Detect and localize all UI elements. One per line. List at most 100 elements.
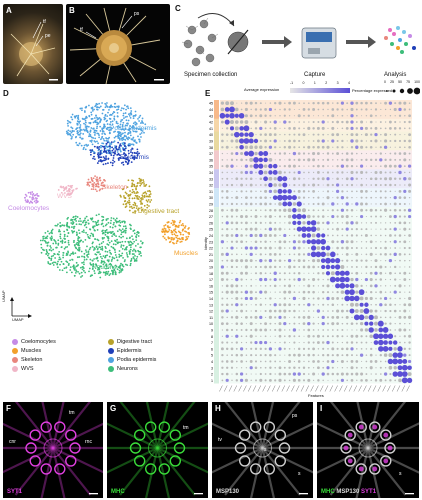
expression-dot: [281, 194, 288, 201]
cluster-tick-label: 5: [211, 354, 213, 358]
expression-dot: [220, 240, 225, 244]
dot-plot: 4544434241403938373635343332313029282726…: [209, 100, 413, 392]
spine: [52, 402, 92, 449]
expression-dot: [359, 353, 364, 357]
umap-label-coelomocytes: Coelomocytes: [8, 205, 50, 212]
expression-dot: [332, 102, 334, 104]
expression-dot: [345, 120, 349, 124]
expression-dot: [332, 165, 334, 167]
expression-dot: [321, 372, 325, 376]
expression-dot: [303, 341, 305, 344]
expression-dot: [240, 353, 243, 357]
expression-dot: [225, 227, 229, 231]
umap-point: [47, 252, 50, 255]
expression-dot: [331, 310, 334, 312]
umap-point: [92, 121, 95, 124]
tube-foot: [129, 442, 142, 454]
tube-foot: [169, 429, 181, 441]
expression-dot: [355, 354, 358, 356]
expression-dot: [408, 334, 412, 338]
umap-point: [75, 223, 78, 226]
expression-dot: [322, 158, 325, 161]
expression-dot: [370, 203, 372, 205]
umap-point: [131, 250, 134, 252]
expression-dot: [238, 138, 245, 144]
umap-point: [135, 187, 137, 190]
umap-point: [93, 152, 96, 155]
umap-point: [88, 181, 91, 184]
cluster-tick-label: 37: [209, 152, 213, 156]
umap-point: [118, 154, 121, 157]
expression-dot: [298, 133, 301, 136]
umap-point: [110, 152, 113, 154]
expression-dot: [312, 290, 315, 294]
expression-dot: [317, 322, 320, 325]
expression-dot: [326, 366, 330, 370]
expression-dot: [221, 303, 224, 306]
umap-point: [53, 239, 55, 241]
expression-dot: [380, 228, 382, 230]
umap-point: [127, 162, 130, 164]
expression-dot: [393, 347, 397, 351]
cluster-band: [220, 131, 412, 151]
expression-dot: [408, 222, 411, 224]
expression-dot: [243, 125, 250, 132]
legend-swatch: [108, 348, 114, 354]
umap-point: [105, 104, 108, 106]
expression-dot: [241, 165, 243, 167]
expression-dot: [230, 158, 234, 162]
umap-point: [135, 258, 138, 260]
expression-dot: [350, 152, 354, 155]
pct-tick: 75: [406, 80, 410, 84]
expression-dot: [274, 146, 277, 149]
expression-dot: [327, 329, 329, 331]
umap-point: [81, 261, 84, 264]
expression-dot: [388, 346, 393, 351]
expression-dot: [408, 246, 411, 250]
umap-point: [77, 243, 80, 246]
umap-point: [108, 108, 110, 111]
expression-dot: [408, 266, 411, 268]
umap-point: [139, 182, 141, 184]
expression-dot: [298, 127, 301, 130]
expression-dot: [269, 127, 272, 130]
expression-dot: [315, 251, 322, 258]
expression-dot: [258, 163, 264, 169]
expression-dot: [350, 101, 354, 105]
expression-dot: [302, 146, 306, 149]
expression-dot: [379, 196, 382, 199]
feature-tick: [257, 385, 262, 392]
expression-dot: [360, 372, 364, 376]
umap-point: [88, 184, 91, 187]
expression-dot: [408, 329, 411, 331]
umap-point: [112, 154, 115, 157]
expression-dot: [269, 121, 272, 123]
expression-dot: [374, 177, 378, 181]
expression-dot: [365, 171, 368, 174]
expression-dot: [375, 354, 377, 356]
expression-dot: [245, 341, 248, 344]
expression-dot: [268, 133, 272, 137]
expression-dot: [240, 221, 243, 224]
expression-dot: [231, 341, 233, 344]
umap-point: [97, 268, 99, 271]
expression-dot: [235, 284, 239, 288]
umap-point: [127, 144, 130, 147]
expression-dot: [336, 196, 339, 199]
umap-point: [65, 252, 68, 255]
expression-dot: [401, 371, 408, 377]
expression-dot: [235, 360, 238, 363]
expression-dot: [231, 278, 233, 281]
umap-point: [140, 254, 143, 257]
umap-point: [144, 185, 147, 187]
expression-dot: [331, 202, 335, 206]
expression-dot: [278, 240, 282, 244]
umap-point: [168, 241, 171, 244]
expression-dot: [254, 347, 258, 351]
expression-dot: [274, 101, 277, 105]
umap-point: [136, 182, 139, 185]
umap-point: [130, 110, 133, 112]
spine: [156, 447, 171, 498]
expression-dot: [397, 365, 403, 371]
umap-point: [128, 152, 130, 155]
